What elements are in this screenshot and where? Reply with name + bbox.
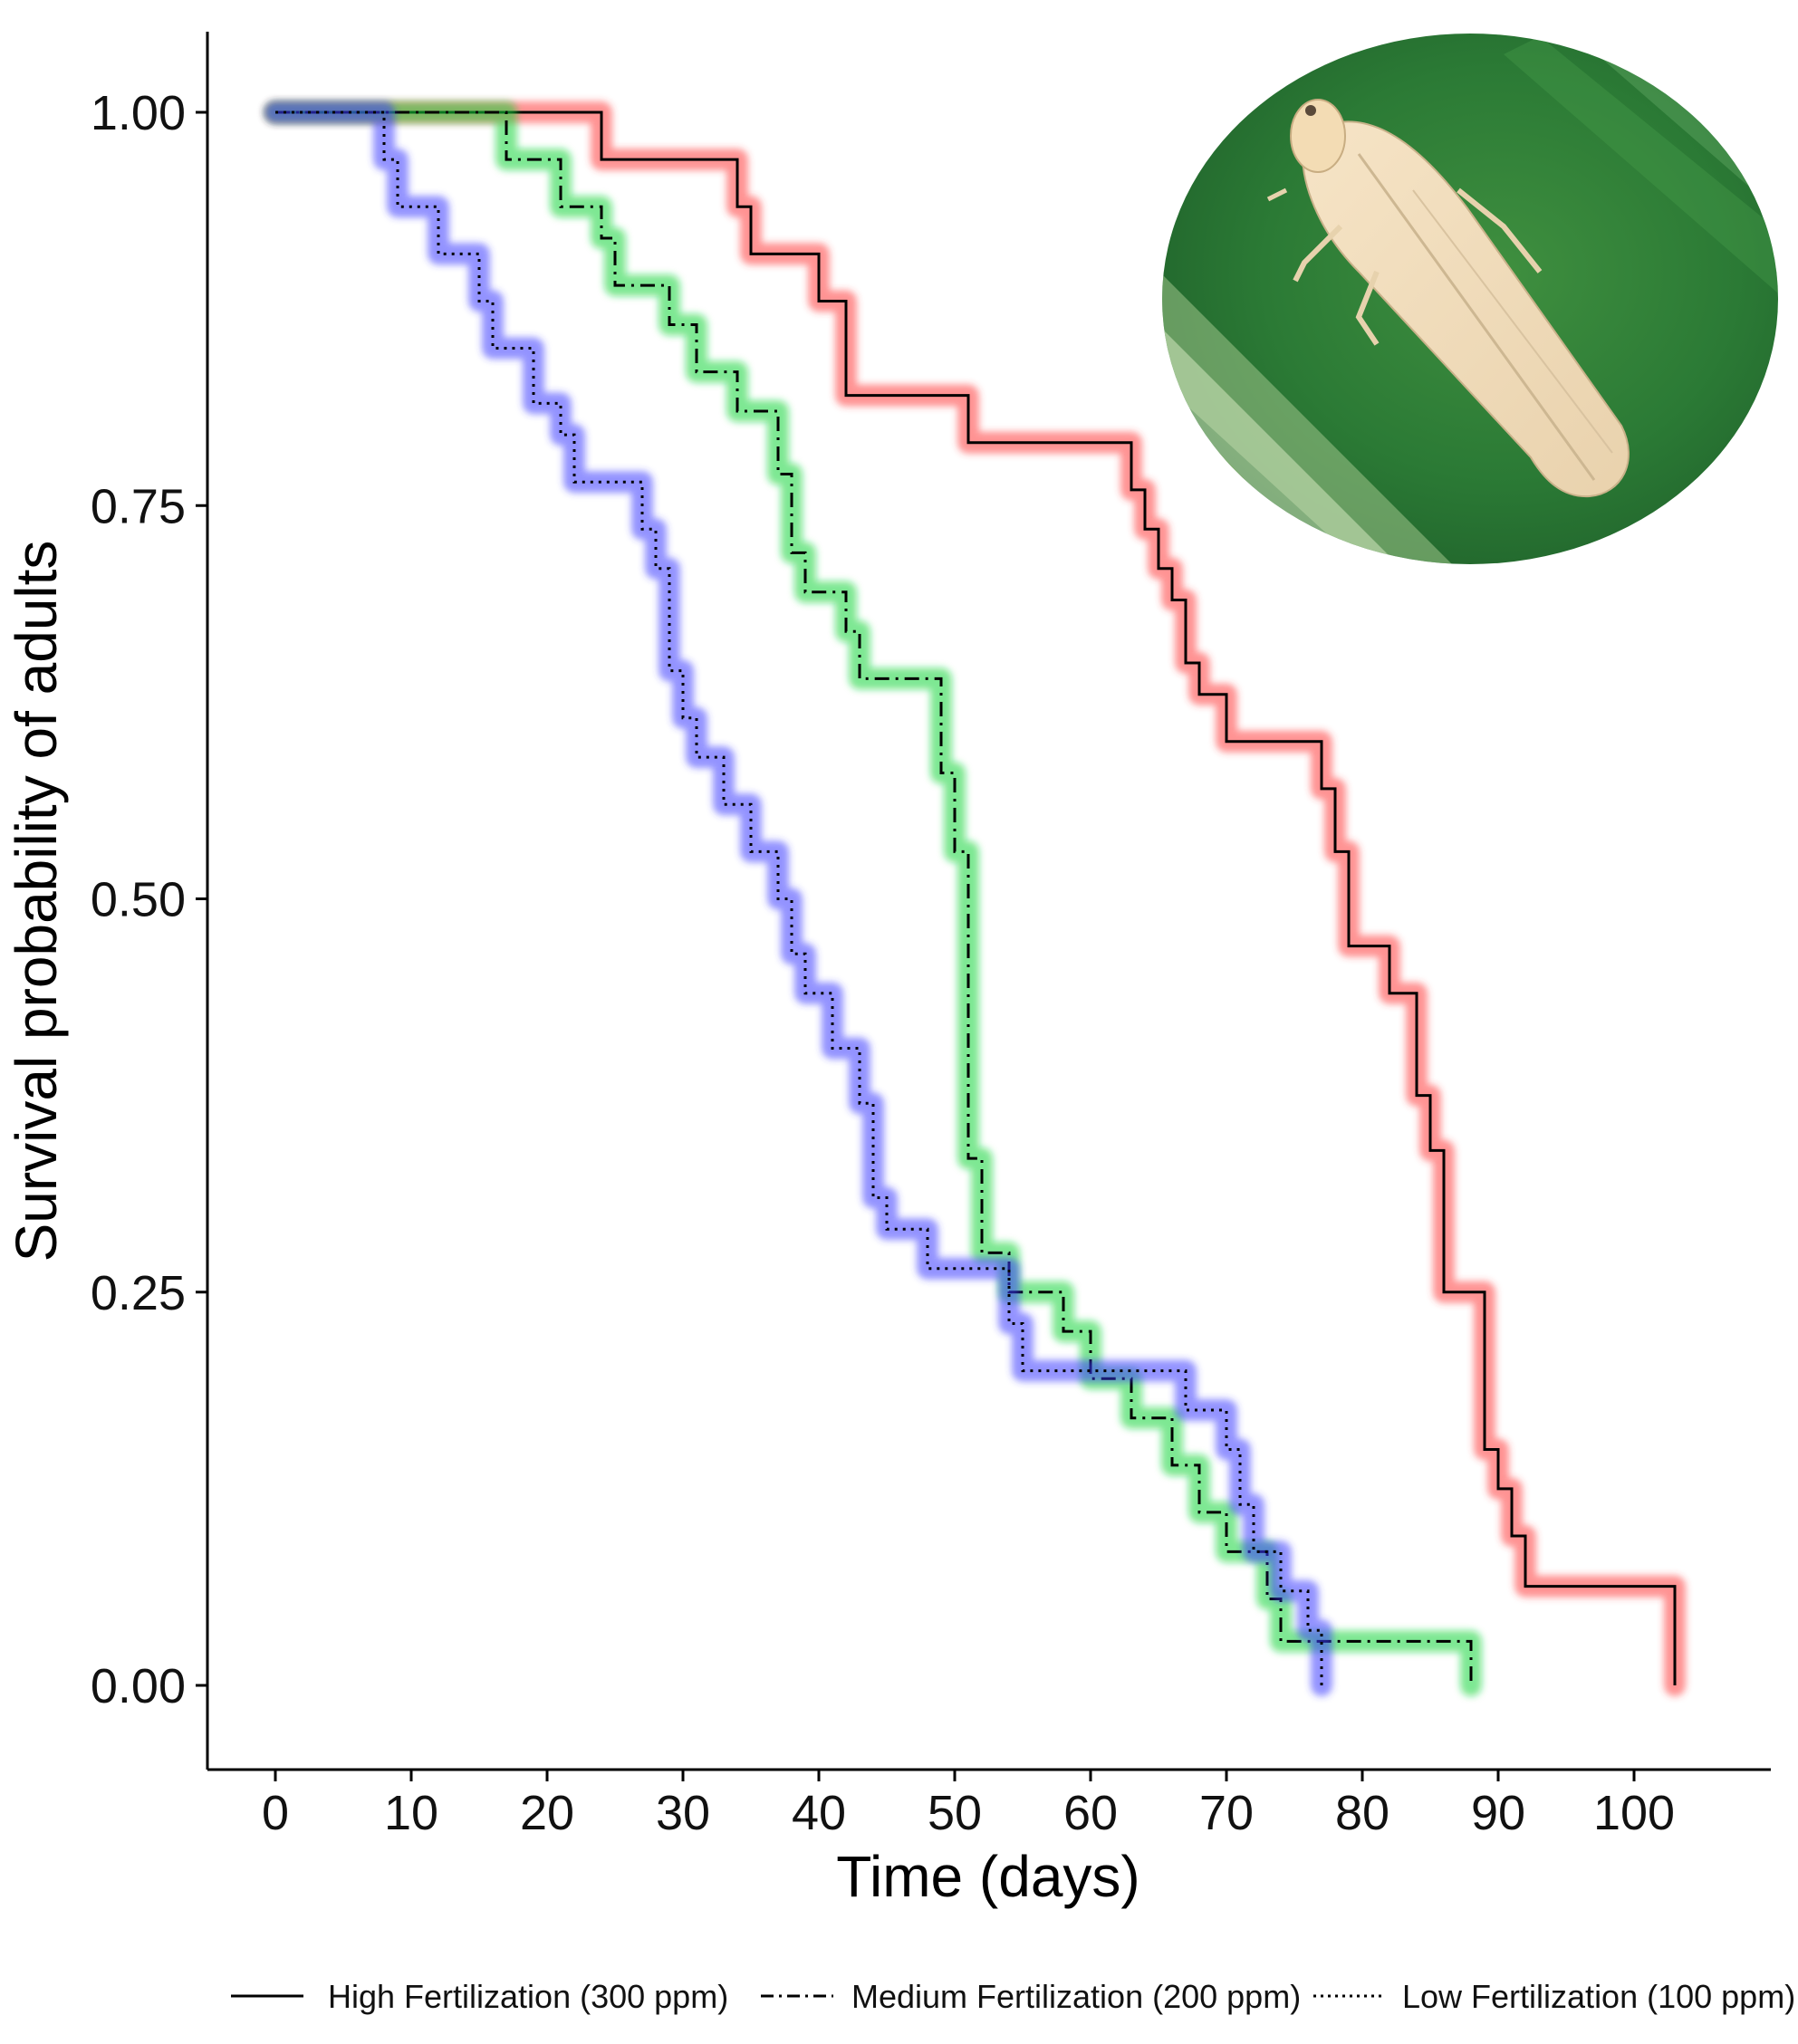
series-line-low [275, 110, 1323, 1685]
series-line-high [275, 110, 1677, 1685]
y-ticks: 0.00 0.25 0.50 0.75 1.00 [91, 86, 207, 1713]
y-tick-label: 0.75 [91, 479, 186, 533]
legend-label-medium: Medium Fertilization (200 ppm) [851, 1978, 1301, 2015]
x-tick-label: 30 [656, 1786, 710, 1840]
x-tick-label: 40 [792, 1786, 846, 1840]
x-tick-label: 90 [1471, 1786, 1525, 1840]
x-tick-label: 20 [520, 1786, 574, 1840]
legend-label-low: Low Fertilization (100 ppm) [1402, 1978, 1795, 2015]
x-tick-label: 10 [384, 1786, 438, 1840]
legend-item-low: Low Fertilization (100 ppm) [1304, 1978, 1795, 2015]
x-tick-label: 50 [928, 1786, 982, 1840]
y-axis-title: Survival probability of adults [4, 541, 69, 1262]
y-tick-label: 0.50 [91, 873, 186, 927]
x-tick-label: 80 [1335, 1786, 1389, 1840]
series-line-medium [275, 110, 1473, 1685]
y-tick-label: 1.00 [91, 86, 186, 140]
y-tick-label: 0.00 [91, 1659, 186, 1713]
series-layer [264, 101, 1686, 1696]
x-tick-label: 70 [1199, 1786, 1254, 1840]
x-tick-label: 60 [1063, 1786, 1118, 1840]
x-ticks: 0 10 20 30 40 50 60 70 80 90 100 [262, 1770, 1675, 1840]
legend: High Fertilization (300 ppm) Medium Fert… [222, 1978, 1795, 2015]
leafhopper-photo [1162, 34, 1778, 564]
legend-item-medium: Medium Fertilization (200 ppm) [752, 1978, 1301, 2015]
y-tick-label: 0.25 [91, 1266, 186, 1320]
legend-item-high: High Fertilization (300 ppm) [222, 1978, 728, 2015]
x-tick-label: 0 [262, 1786, 289, 1840]
x-axis-title: Time (days) [836, 1844, 1139, 1909]
legend-label-high: High Fertilization (300 ppm) [328, 1978, 728, 2015]
x-tick-label: 100 [1593, 1786, 1675, 1840]
